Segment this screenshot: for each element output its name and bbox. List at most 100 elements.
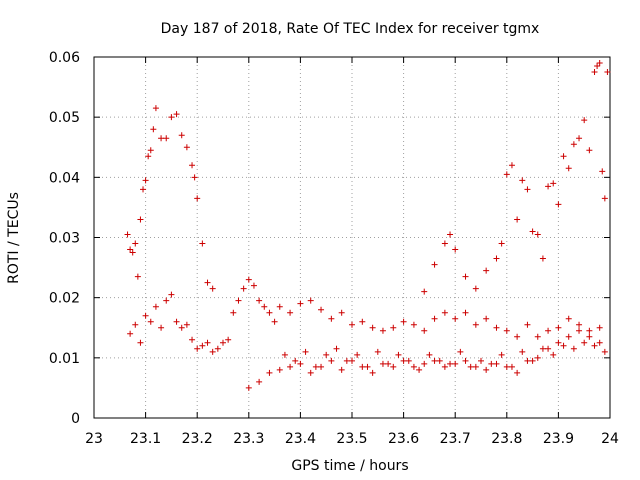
data-point (599, 168, 606, 175)
data-point (560, 153, 567, 160)
data-point (266, 309, 273, 316)
data-point (586, 147, 593, 154)
data-point (529, 228, 536, 235)
data-point (318, 363, 325, 370)
data-point (550, 180, 557, 187)
data-point (374, 348, 381, 355)
data-point (354, 351, 361, 358)
data-point (519, 177, 526, 184)
data-point (545, 345, 552, 352)
data-point (204, 279, 211, 286)
data-point (230, 309, 237, 316)
data-point (441, 240, 448, 247)
data-point (565, 165, 572, 172)
x-axis-label: GPS time / hours (291, 458, 408, 474)
data-point (594, 63, 601, 70)
data-point (220, 339, 226, 346)
data-point (483, 366, 490, 373)
data-point (405, 357, 412, 364)
data-point (400, 357, 407, 364)
data-point (604, 69, 611, 76)
x-tick-label: 23.7 (440, 431, 471, 447)
data-point (178, 132, 185, 139)
data-point (173, 111, 180, 118)
x-tick-label: 23.6 (388, 431, 419, 447)
data-point (379, 360, 386, 367)
data-point (385, 360, 392, 367)
data-point (390, 324, 397, 331)
data-point (576, 321, 583, 328)
data-point (191, 174, 198, 181)
data-point (514, 216, 521, 223)
data-point (328, 357, 335, 364)
data-point (147, 147, 154, 154)
data-point (168, 291, 175, 298)
data-point (534, 231, 541, 238)
data-point (472, 363, 479, 370)
data-point (503, 363, 510, 370)
data-point (596, 324, 603, 331)
data-point (302, 348, 309, 355)
data-point (447, 360, 454, 367)
data-point (395, 351, 402, 358)
data-point (333, 345, 340, 352)
data-point (565, 333, 572, 340)
x-tick-label: 23 (85, 431, 103, 447)
x-tick-label: 24 (601, 431, 619, 447)
data-point (240, 285, 247, 292)
data-point (235, 297, 242, 304)
data-point (441, 309, 448, 316)
data-point (457, 348, 464, 355)
data-point (431, 357, 438, 364)
data-point (307, 297, 314, 304)
data-point (591, 69, 598, 76)
data-point (163, 135, 170, 142)
data-point (199, 240, 206, 247)
data-point (379, 327, 386, 334)
data-point (312, 363, 319, 370)
data-point (576, 327, 583, 334)
data-point (534, 354, 541, 361)
data-point (245, 276, 252, 283)
data-point (581, 117, 588, 124)
data-point (127, 330, 134, 337)
data-point (431, 261, 438, 268)
data-point (359, 318, 366, 325)
data-point (508, 363, 515, 370)
data-point (555, 201, 562, 208)
x-tick-label: 23.5 (336, 431, 367, 447)
data-point (524, 186, 531, 193)
y-tick-label: 0.06 (49, 50, 80, 66)
data-point (152, 303, 159, 310)
axis-ticks (93, 56, 611, 419)
x-tick-label: 23.8 (491, 431, 522, 447)
data-point (503, 171, 510, 178)
data-point (173, 318, 180, 325)
data-point (338, 309, 345, 316)
data-point (576, 135, 583, 142)
data-point (152, 105, 159, 112)
data-point (498, 351, 505, 358)
data-point (209, 285, 216, 292)
y-tick-label: 0.03 (49, 231, 80, 247)
data-point (142, 177, 149, 184)
data-point (601, 195, 608, 202)
data-point (452, 246, 459, 253)
data-point (421, 288, 428, 295)
data-point (145, 153, 152, 160)
data-point (129, 249, 136, 256)
data-point (163, 297, 170, 304)
data-point (276, 303, 283, 310)
data-points (124, 60, 611, 391)
data-point (410, 321, 417, 328)
data-point (436, 357, 443, 364)
data-point (539, 345, 546, 352)
data-point (194, 195, 201, 202)
x-tick-labels: 23 23.1 23.2 23.3 23.4 23.5 23.6 23.7 23.8 23.9 24 (85, 431, 619, 447)
data-point (137, 339, 144, 346)
chart-title: Day 187 of 2018, Rate Of TEC Index for r… (161, 21, 540, 37)
data-point (359, 363, 366, 370)
data-point (225, 336, 232, 343)
data-point (596, 60, 603, 67)
